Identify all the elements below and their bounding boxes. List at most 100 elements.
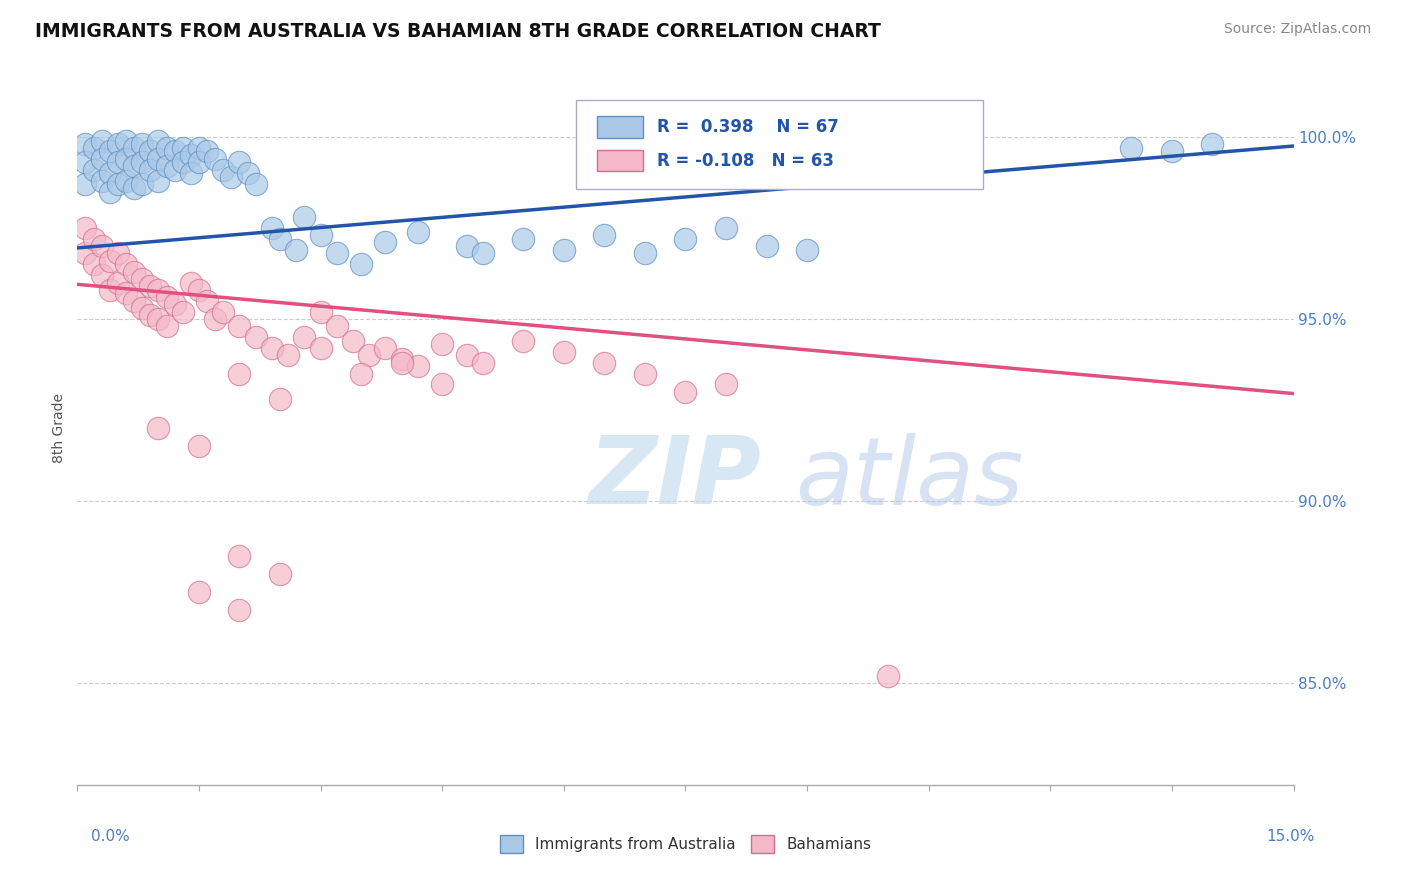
Point [471, 246, 494, 260]
Point [98, 145, 121, 159]
Point [90, 173, 112, 187]
Point [155, 290, 177, 304]
Text: IMMIGRANTS FROM AUSTRALIA VS BAHAMIAN 8TH GRADE CORRELATION CHART: IMMIGRANTS FROM AUSTRALIA VS BAHAMIAN 8T… [35, 22, 882, 41]
Point [228, 549, 250, 563]
Point [1121, 141, 1143, 155]
Point [188, 141, 211, 155]
Point [75, 155, 97, 169]
Point [122, 181, 145, 195]
Point [107, 178, 129, 192]
Point [456, 239, 478, 253]
Point [107, 155, 129, 169]
Point [180, 276, 202, 290]
Point [269, 232, 291, 246]
Legend: Immigrants from Australia, Bahamians: Immigrants from Australia, Bahamians [494, 829, 877, 859]
Point [553, 243, 575, 257]
Point [148, 283, 170, 297]
Point [245, 178, 267, 192]
Point [90, 134, 112, 148]
Point [374, 235, 396, 250]
Point [212, 162, 235, 177]
Point [172, 304, 194, 318]
Point [406, 225, 429, 239]
Point [75, 178, 97, 192]
Text: Source: ZipAtlas.com: Source: ZipAtlas.com [1223, 22, 1371, 37]
Point [163, 145, 186, 159]
Bar [596, 116, 643, 137]
Point [391, 351, 413, 366]
Text: R =  0.398    N = 67: R = 0.398 N = 67 [658, 118, 839, 136]
Point [83, 232, 105, 246]
Point [359, 348, 381, 362]
Point [245, 330, 267, 344]
Point [148, 152, 170, 166]
Point [188, 283, 211, 297]
Point [188, 585, 211, 599]
Point [374, 341, 396, 355]
Point [228, 367, 250, 381]
Point [188, 439, 211, 453]
Point [122, 159, 145, 173]
Point [75, 137, 97, 152]
Point [350, 257, 373, 271]
Point [180, 166, 202, 180]
Point [204, 152, 226, 166]
Point [139, 308, 162, 322]
Point [195, 293, 218, 308]
Point [188, 155, 211, 169]
Point [115, 286, 138, 301]
Bar [596, 150, 643, 171]
Point [326, 246, 349, 260]
Point [148, 134, 170, 148]
Point [98, 185, 121, 199]
Point [292, 330, 315, 344]
Point [131, 272, 153, 286]
Point [180, 148, 202, 162]
Point [115, 152, 138, 166]
Point [131, 155, 153, 169]
Point [512, 232, 534, 246]
Point [155, 159, 177, 173]
Point [98, 166, 121, 180]
Point [634, 246, 657, 260]
Point [98, 253, 121, 268]
FancyBboxPatch shape [576, 100, 983, 189]
Point [131, 301, 153, 315]
Point [675, 384, 697, 399]
Point [391, 356, 413, 370]
Point [430, 337, 453, 351]
Point [430, 377, 453, 392]
Point [83, 162, 105, 177]
Point [195, 145, 218, 159]
Point [155, 319, 177, 334]
Point [98, 283, 121, 297]
Point [148, 173, 170, 187]
Point [228, 155, 250, 169]
Point [139, 145, 162, 159]
Point [139, 279, 162, 293]
Point [131, 137, 153, 152]
Point [228, 603, 250, 617]
Point [260, 341, 283, 355]
Point [471, 356, 494, 370]
Point [1201, 137, 1223, 152]
Point [115, 257, 138, 271]
Point [236, 166, 259, 180]
Point [634, 367, 657, 381]
Point [115, 173, 138, 187]
Point [90, 152, 112, 166]
Text: 0.0%: 0.0% [91, 830, 131, 844]
Point [107, 137, 129, 152]
Point [148, 421, 170, 435]
Point [90, 268, 112, 283]
Point [456, 348, 478, 362]
Point [342, 334, 364, 348]
Point [755, 239, 778, 253]
Point [122, 293, 145, 308]
Point [269, 392, 291, 406]
Point [309, 304, 332, 318]
Point [309, 341, 332, 355]
Point [277, 348, 299, 362]
Point [204, 312, 226, 326]
Text: ZIP: ZIP [588, 432, 761, 524]
